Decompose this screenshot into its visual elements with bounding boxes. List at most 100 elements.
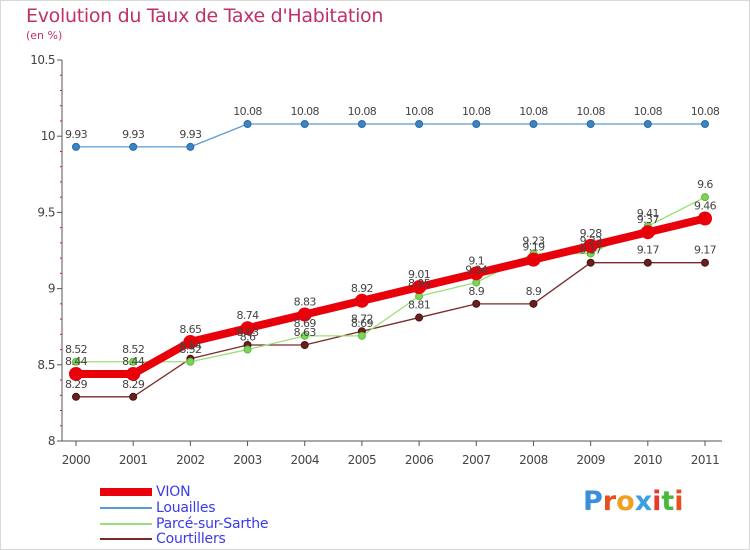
data-point [469,266,484,281]
x-tick-label: 2002 [176,453,205,467]
data-point [698,211,712,226]
data-label: 8.65 [179,323,202,336]
data-point [415,313,424,322]
data-point [300,120,309,129]
data-point [129,142,138,151]
data-label: 9.93 [65,128,88,141]
data-label: 8.29 [122,378,145,391]
data-point [183,334,198,349]
y-tick-label: 10.5 [30,53,55,67]
data-point [472,299,481,308]
legend-swatch [100,507,152,509]
chart-subtitle: (en %) [26,29,63,42]
data-label: 8.72 [351,312,373,325]
data-point [69,366,83,381]
y-tick-label: 10 [41,129,55,143]
data-point [701,193,709,202]
data-label: 8.69 [294,317,317,330]
data-label: 8.63 [236,326,259,339]
x-tick-label: 2000 [62,453,91,467]
y-tick-label: 8.5 [37,358,55,372]
data-point [701,120,709,129]
series-layer [69,120,712,401]
brand-logo: Proxiti [583,486,684,517]
y-tick-label: 8 [48,434,55,448]
data-point [586,120,595,129]
x-tick-label: 2001 [119,453,148,467]
x-tick-label: 2010 [634,453,663,467]
series-parc-sur-sarthe [72,193,709,366]
data-point [72,142,80,151]
x-tick-label: 2011 [691,453,720,467]
data-label: 9.37 [637,213,660,226]
data-point [243,120,252,129]
data-label: 9.41 [637,207,659,220]
data-label: 8.52 [179,343,201,356]
legend-item-louailles: Louailles [100,500,216,516]
data-point [643,258,652,267]
data-point [126,366,141,381]
data-point [186,357,195,366]
data-label: 8.6 [240,331,256,344]
data-point [72,392,80,401]
data-label: 10.08 [576,105,605,118]
x-tick-label: 2003 [233,453,262,467]
data-label: 10.08 [233,105,262,118]
data-point [472,120,481,129]
legend-swatch [100,523,152,525]
data-label: 8.52 [65,343,87,356]
brand-letter: o [616,486,635,517]
series-louailles [72,120,709,151]
legend-item-parc-sur-sarthe: Parcé-sur-Sarthe [100,516,268,532]
series-courtillers [72,258,709,401]
data-label: 9.28 [580,227,603,240]
data-point [129,357,138,366]
data-label: 9.17 [637,244,660,257]
data-label: 8.92 [351,282,373,295]
data-label: 9.6 [697,178,713,191]
data-point [415,120,424,129]
chart-axes: 8 8.5 9 9.5 10 10.5 2000 2001 2002 2003 2004 2005 20… [30,53,722,467]
data-point [412,280,427,295]
legend-swatch [100,488,152,496]
data-label: 8.44 [65,355,88,368]
data-label: 8.95 [408,277,431,290]
data-point [354,293,369,308]
data-label: 8.29 [65,378,88,391]
data-label: 9.17 [694,244,717,257]
data-label: 8.9 [468,285,484,298]
data-label: 8.83 [294,296,317,309]
data-point [529,120,538,129]
data-label: 9.23 [522,235,545,248]
data-label: 8.44 [122,355,145,368]
data-point [701,258,709,267]
x-tick-label: 2006 [405,453,434,467]
data-label: 9.1 [468,254,484,267]
legend-label: Parcé-sur-Sarthe [156,516,269,532]
chart-title: Evolution du Taux de Taxe d'Habitation [26,5,384,27]
series-line [75,196,706,363]
y-tick-label: 9 [48,282,55,296]
y-tick-label: 9.5 [37,205,55,219]
data-label: 10.08 [634,105,663,118]
x-tick-label: 2004 [290,453,319,467]
data-labels-layer: 8.44 8.448.658.748.838.929.019.19.199.289… [65,105,720,391]
data-point [640,225,655,240]
brand-letter: i [674,486,684,517]
series-line [75,123,706,148]
data-label: 8.69 [351,317,374,330]
data-point [243,345,252,354]
data-label: 10.08 [290,105,319,118]
data-point [586,258,595,267]
data-point [300,331,309,340]
data-point [529,299,538,308]
data-point [643,120,652,129]
brand-letter: i [652,486,662,517]
data-label: 10.08 [691,105,720,118]
data-point [526,252,541,267]
x-tick-label: 2005 [348,453,377,467]
data-point [583,238,598,253]
data-label: 8.9 [526,285,542,298]
x-tick-label: 2009 [576,453,605,467]
